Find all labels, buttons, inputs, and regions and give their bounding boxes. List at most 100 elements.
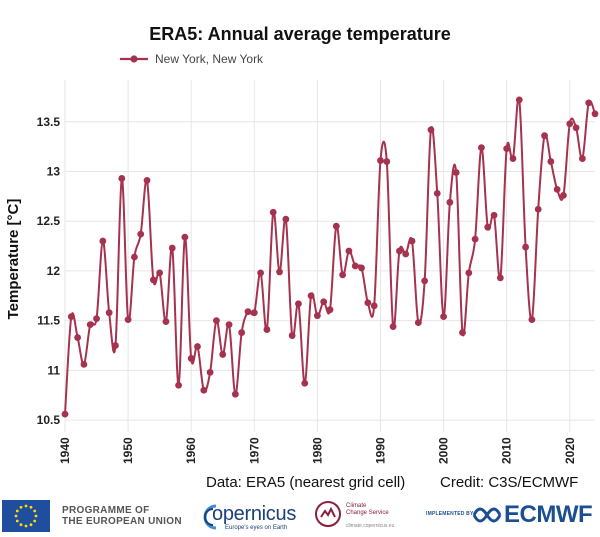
data-point-2003: [459, 329, 466, 336]
data-point-1982: [326, 306, 334, 314]
x-tick-label: 1990: [373, 437, 387, 464]
data-point-1971: [257, 269, 264, 277]
data-point-1942: [74, 334, 82, 341]
data-point-1995: [408, 237, 416, 245]
data-point-1947: [105, 309, 113, 317]
data-point-1989: [370, 302, 378, 310]
data-point-1961: [194, 343, 201, 350]
data-point-2006: [478, 144, 485, 152]
eu-programme-logo: PROGRAMME OF THE EUROPEAN UNION: [62, 505, 182, 527]
data-point-1986: [351, 262, 359, 270]
data-point-1946: [99, 237, 107, 245]
c3s-logo-icon: [315, 501, 341, 527]
data-point-2011: [509, 155, 517, 162]
ecmwf-wordmark: ECMWF: [504, 501, 593, 528]
data-point-1965: [219, 351, 227, 358]
data-point-1990: [377, 157, 384, 164]
data-point-1953: [143, 177, 151, 184]
data-point-1951: [131, 253, 138, 261]
data-point-1978: [301, 379, 309, 387]
data-point-2024: [591, 110, 599, 118]
c3s-text-line2: Change Service: [346, 510, 389, 516]
data-point-1981: [320, 298, 328, 306]
data-point-1967: [231, 390, 239, 398]
copernicus-tagline: Europe's eyes on Earth: [225, 525, 288, 531]
data-point-1969: [244, 308, 252, 316]
data-point-1983: [332, 222, 340, 230]
data-point-1999: [433, 189, 441, 197]
legend-marker-icon: [130, 55, 138, 63]
data-point-2001: [446, 198, 454, 206]
temperature-chart: ERA5: Annual average temperature New Yor…: [5, 24, 599, 491]
data-point-1987: [358, 264, 365, 272]
data-point-1952: [137, 230, 145, 238]
x-tick-label: 2010: [500, 437, 514, 464]
data-point-2013: [522, 243, 529, 251]
data-point-2008: [490, 211, 498, 219]
series-new-york: [61, 96, 599, 418]
x-tick-label: 2000: [437, 437, 451, 464]
footer-logos: PROGRAMME OF THE EUROPEAN UNION opernicu…: [0, 496, 600, 534]
x-axis-ticks: 1940 1950 1960 1970 1980 1990 2000 2010 2020: [58, 437, 577, 464]
data-point-2017: [547, 158, 555, 165]
data-source-label: Data: ERA5 (nearest grid cell): [206, 474, 405, 491]
data-point-2021: [572, 124, 580, 132]
data-point-2000: [440, 313, 447, 321]
data-point-2002: [452, 169, 460, 176]
c3s-wordmark: Climate Change Service: [346, 503, 389, 517]
data-point-1966: [225, 321, 233, 329]
data-point-1943: [80, 360, 88, 368]
legend-label: New York, New York: [155, 52, 264, 66]
data-point-1948: [112, 342, 119, 349]
ecmwf-logo-icon: [472, 507, 502, 523]
data-point-1988: [364, 299, 372, 307]
chart-title: ERA5: Annual average temperature: [149, 24, 450, 44]
y-axis-label: Temperature [°C]: [5, 199, 22, 320]
data-point-1996: [414, 319, 422, 327]
data-point-1984: [339, 271, 347, 279]
x-tick-label: 1970: [247, 437, 261, 464]
data-point-1962: [200, 386, 208, 394]
data-point-1973: [269, 208, 277, 216]
credit-label: Credit: C3S/ECMWF: [440, 474, 578, 491]
copernicus-logo-icon: [203, 504, 217, 530]
data-point-2015: [534, 205, 542, 213]
data-point-1976: [288, 332, 296, 339]
x-tick-label: 1960: [184, 437, 198, 464]
x-tick-label: 1950: [121, 437, 135, 464]
data-point-1944: [86, 321, 94, 329]
data-point-1975: [282, 215, 290, 223]
data-point-1945: [93, 315, 100, 323]
data-point-1960: [187, 355, 195, 362]
x-tick-label: 1940: [58, 437, 72, 464]
data-point-1940: [61, 410, 69, 418]
data-point-2007: [484, 223, 492, 231]
data-point-1980: [313, 312, 321, 320]
legend: New York, New York: [120, 52, 264, 66]
data-point-1993: [396, 247, 403, 255]
data-point-1950: [124, 316, 132, 324]
data-point-1949: [118, 175, 126, 182]
grid: [64, 80, 595, 432]
y-axis-ticks: 10.5 11 11.5 12 12.5 13 13.5: [37, 115, 61, 427]
data-point-1992: [389, 323, 397, 330]
data-point-2009: [496, 274, 504, 282]
data-point-1985: [345, 247, 353, 255]
implemented-by-label: IMPLEMENTED BY: [426, 511, 474, 517]
copernicus-wordmark: opernicus: [212, 503, 297, 525]
c3s-url: climate.copernicus.eu: [346, 523, 395, 529]
data-point-1956: [162, 318, 170, 326]
data-point-2012: [515, 96, 523, 104]
data-point-2019: [560, 191, 567, 199]
eu-text-line1: PROGRAMME OF: [62, 505, 150, 516]
data-point-1957: [168, 244, 176, 252]
data-point-1941: [67, 313, 75, 321]
series-line: [64, 96, 596, 415]
data-point-2018: [553, 185, 561, 193]
eu-text-line2: THE EUROPEAN UNION: [62, 516, 182, 527]
data-point-2010: [503, 145, 511, 153]
data-point-2016: [541, 132, 548, 140]
y-tick-label: 12: [47, 264, 61, 278]
y-tick-label: 11: [47, 363, 60, 377]
y-tick-label: 12.5: [37, 214, 61, 228]
